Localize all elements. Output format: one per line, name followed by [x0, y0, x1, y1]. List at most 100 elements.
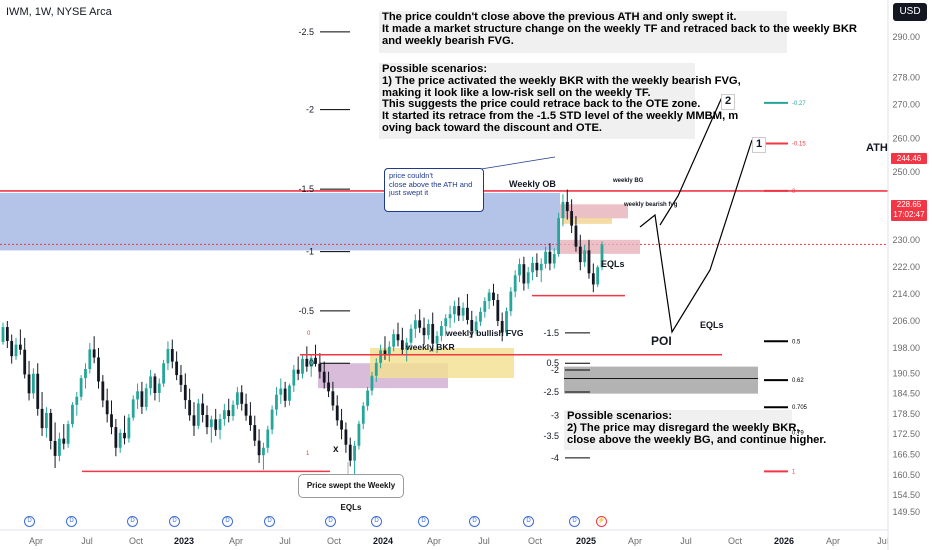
candle-body: [188, 400, 192, 416]
candle-body: [574, 225, 578, 247]
y-axis-tick-label: 230.00: [892, 235, 920, 245]
fib-level-label: 1: [792, 469, 796, 475]
candle-body: [539, 263, 543, 271]
candle-body: [175, 361, 179, 376]
candle-body: [327, 382, 330, 392]
candle-body: [218, 419, 222, 430]
candle-body: [591, 273, 595, 285]
candle-body: [14, 344, 18, 357]
candle-body: [66, 424, 70, 444]
std-level-label: -0.5: [298, 306, 314, 316]
y-axis-tick-label: 178.50: [892, 409, 920, 419]
y-axis-tick-label: 222.00: [892, 262, 920, 272]
candle-body: [92, 349, 96, 358]
x-axis-tick-label: Jul: [279, 536, 291, 546]
candle-body: [470, 319, 474, 332]
candle-body: [535, 262, 539, 271]
candle-body: [136, 391, 139, 400]
std-level-label: 0: [309, 358, 314, 368]
candle-body: [479, 311, 482, 322]
candle-body: [578, 246, 582, 263]
candle-body: [383, 350, 387, 356]
candle-body: [49, 412, 53, 442]
candle-body: [270, 409, 274, 430]
candle-body: [552, 254, 556, 264]
y-axis-tick-label: 278.00: [892, 73, 920, 83]
x-axis-tick-label: Oct: [728, 536, 743, 546]
candle-body: [444, 318, 448, 327]
label-path-1: 1: [752, 137, 766, 153]
candle-body: [474, 321, 478, 332]
dividend-marker-icon[interactable]: D: [325, 516, 336, 527]
candle-body: [340, 420, 343, 430]
std-level-label: 0.5: [546, 358, 559, 368]
split-marker-icon[interactable]: ⚡: [596, 516, 607, 527]
candle-body: [396, 334, 400, 341]
candle-body: [587, 250, 591, 274]
candle-body: [58, 438, 61, 456]
x-axis-tick-label: Apr: [628, 536, 642, 546]
candle-body: [435, 335, 439, 344]
candle-body: [31, 373, 35, 394]
candle-body: [235, 392, 239, 405]
label-x-mark: x: [333, 444, 339, 455]
candle-body: [426, 324, 430, 336]
weekly-bg-zone: [560, 204, 628, 219]
candle-body: [439, 326, 443, 336]
x-axis-tick-label: Apr: [427, 536, 441, 546]
dividend-marker-icon[interactable]: D: [66, 516, 77, 527]
poi-zone: [564, 366, 758, 394]
candle-body: [88, 349, 92, 369]
candle-body: [505, 311, 508, 333]
candle-body: [131, 399, 135, 418]
y-axis-tick-label: 184.50: [892, 389, 920, 399]
candle-body: [244, 403, 248, 416]
bar-countdown: 17:02:47: [893, 210, 925, 219]
candle-body: [526, 272, 530, 284]
candle-body: [279, 388, 283, 395]
label-eqls-lower: EQLs: [700, 320, 724, 330]
dividend-marker-icon[interactable]: D: [127, 516, 138, 527]
candle-body: [157, 383, 161, 393]
candle-body: [5, 327, 9, 341]
y-axis-tick-label: 160.50: [892, 470, 920, 480]
dividend-marker-icon[interactable]: D: [371, 516, 382, 527]
candle-body: [322, 371, 326, 383]
candle-body: [544, 251, 547, 264]
candle-body: [457, 306, 461, 316]
dividend-marker-icon[interactable]: D: [418, 516, 429, 527]
candle-body: [144, 388, 148, 407]
candle-body: [45, 412, 48, 429]
std-level-label: -2: [306, 105, 314, 115]
dividend-marker-icon[interactable]: D: [469, 516, 480, 527]
currency-button[interactable]: USD: [893, 3, 927, 21]
candle-body: [118, 432, 122, 448]
candle-body: [214, 419, 218, 430]
candle-body: [253, 425, 257, 441]
dividend-marker-icon[interactable]: D: [24, 516, 35, 527]
candle-body: [75, 396, 79, 405]
dividend-marker-icon[interactable]: D: [523, 516, 534, 527]
candle-body: [27, 374, 31, 394]
candle-body: [344, 429, 348, 445]
candle-body: [257, 440, 261, 456]
dividend-marker-icon[interactable]: D: [264, 516, 275, 527]
std-level-label: -1.5: [543, 328, 559, 338]
x-axis-tick-label: 2024: [373, 536, 393, 546]
note-top: The price couldn't close above the previ…: [379, 11, 857, 53]
x-axis-tick-label: Oct: [327, 536, 342, 546]
weekly-bg-inner-zone: [562, 217, 612, 224]
std-level-label: -2.5: [298, 27, 314, 37]
candle-body: [570, 211, 574, 226]
dividend-marker-icon[interactable]: D: [222, 516, 233, 527]
label-weekly-bkr: weekly BKR: [406, 342, 455, 352]
label-poi: POI: [651, 334, 672, 348]
x-axis-tick-label: Jul: [81, 536, 93, 546]
projection-path-1: [639, 139, 753, 334]
candle-body: [483, 301, 487, 312]
callout-pointer: [474, 156, 556, 171]
x-axis-tick-label: Apr: [229, 536, 243, 546]
dividend-marker-icon[interactable]: D: [569, 516, 580, 527]
candle-body: [101, 381, 105, 401]
dividend-marker-icon[interactable]: D: [169, 516, 180, 527]
